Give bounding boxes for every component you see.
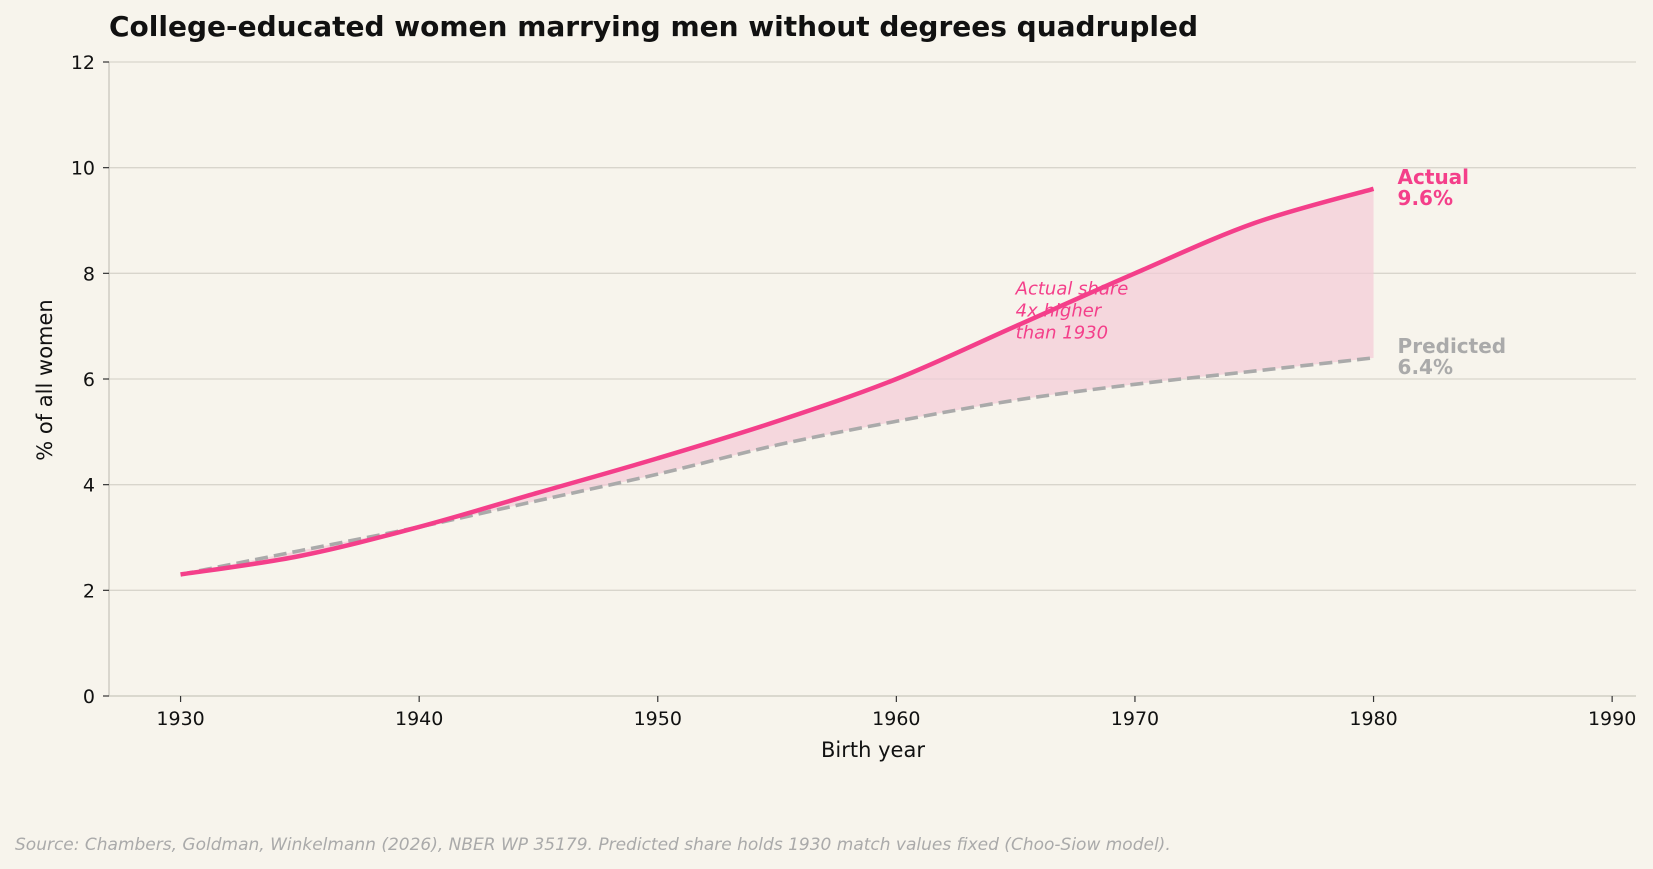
- y-tick-label-6: 6: [83, 369, 95, 391]
- y-tick-label-8: 8: [83, 263, 95, 285]
- end-label-predicted-name: Predicted: [1398, 334, 1507, 358]
- end-label-actual-value: 9.6%: [1398, 186, 1453, 210]
- series-line-actual: [180, 186, 1375, 577]
- end-label-actual-name: Actual: [1398, 165, 1469, 189]
- x-tick-label-1970: 1970: [1111, 708, 1159, 730]
- gap-fill-area: [180, 188, 1374, 575]
- series-lines: [180, 186, 1375, 577]
- y-tick-label-2: 2: [83, 580, 95, 602]
- y-tick-label-10: 10: [71, 158, 95, 180]
- x-tick-label-1930: 1930: [156, 708, 204, 730]
- axes: 1930 1940 1950 1960 1970 1980 1990 0 2 4 6 8 10 12: [71, 52, 1637, 730]
- chart-title: College-educated women marrying men with…: [109, 10, 1198, 43]
- series-line-predicted: [180, 356, 1374, 577]
- end-label-predicted-value: 6.4%: [1398, 355, 1453, 379]
- x-tick-label-1980: 1980: [1349, 708, 1397, 730]
- gap-shading: [180, 188, 1374, 575]
- y-tick-label-4: 4: [83, 475, 95, 497]
- x-tick-label-1940: 1940: [395, 708, 443, 730]
- annotation-line-2: 4x higher: [1016, 300, 1103, 321]
- y-axis-label: % of all women: [33, 299, 57, 460]
- x-axis-label: Birth year: [821, 738, 925, 762]
- x-tick-label-1960: 1960: [872, 708, 920, 730]
- y-tick-label-0: 0: [83, 686, 95, 708]
- grid-lines: [109, 61, 1636, 591]
- y-tick-label-12: 12: [71, 52, 95, 74]
- x-tick-label-1950: 1950: [634, 708, 682, 730]
- annotation-line-3: than 1930: [1016, 322, 1108, 343]
- source-note: Source: Chambers, Goldman, Winkelmann (2…: [15, 835, 1171, 855]
- annotation-line-1: Actual share: [1015, 278, 1129, 299]
- x-tick-label-1990: 1990: [1588, 708, 1636, 730]
